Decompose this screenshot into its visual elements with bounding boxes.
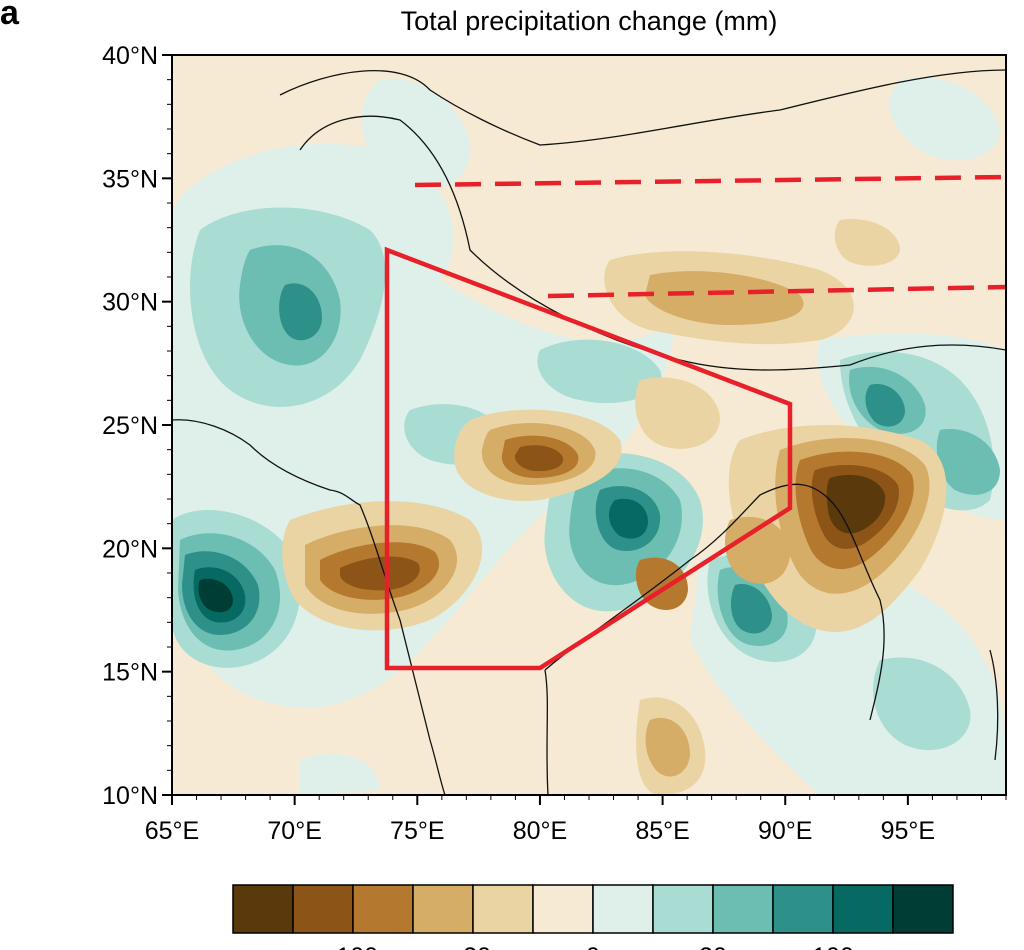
field-patch <box>608 498 648 539</box>
field-patch <box>725 516 790 584</box>
lat-tick-label: 30°N <box>102 289 158 317</box>
coastline-west <box>172 419 446 795</box>
field-patch <box>873 657 971 751</box>
coastlines <box>172 69 1006 795</box>
colorbar-swatch <box>772 884 834 934</box>
field-patch <box>936 429 1000 495</box>
field-patch <box>889 77 1000 161</box>
border-tibet <box>279 69 1006 146</box>
colorbar-swatch <box>352 884 414 934</box>
field-patch <box>198 578 233 613</box>
lat-tick-label: 35°N <box>102 165 158 193</box>
colorbar-swatch <box>892 884 954 934</box>
colorbar-swatch <box>412 884 474 934</box>
colorbar-labels: -100 -30 0 30 100 <box>328 943 854 950</box>
colorbar-swatch <box>472 884 534 934</box>
lat-tick-label: 10°N <box>102 782 158 810</box>
border-north <box>299 115 851 371</box>
colorbar-label: 0 <box>586 943 600 950</box>
field-patch <box>730 584 772 634</box>
lon-tick-label: 90°E <box>758 817 812 845</box>
colorbar-label: 30 <box>699 943 727 950</box>
colorbar-swatch <box>232 884 294 934</box>
lon-tick-label: 80°E <box>513 817 567 845</box>
study-region-outline <box>384 246 793 671</box>
dashed-line-north <box>414 174 1007 188</box>
coast-sriLanka <box>989 649 999 761</box>
lon-tick-label: 95°E <box>881 817 935 845</box>
dashed-line-south <box>547 284 1007 299</box>
colorbar-label: -30 <box>455 943 491 950</box>
field-patch <box>826 474 886 534</box>
field-patch <box>340 556 420 591</box>
lon-tick-label: 85°E <box>635 817 689 845</box>
colorbar-swatch <box>652 884 714 934</box>
lon-tick-label: 65°E <box>145 817 199 845</box>
longitude-labels: 65°E 70°E 75°E 80°E 85°E 90°E 95°E <box>145 817 935 845</box>
panel-letter: a <box>0 0 19 32</box>
map-title: Total precipitation change (mm) <box>400 6 778 36</box>
precipitation-field <box>172 77 1006 795</box>
colorbar <box>232 884 954 934</box>
field-patch <box>645 271 804 325</box>
field-patch <box>514 445 564 472</box>
colorbar-swatch <box>832 884 894 934</box>
coastline-bay <box>544 483 885 721</box>
field-patch <box>635 377 720 449</box>
lat-tick-label: 25°N <box>102 412 158 440</box>
field-patch <box>300 754 380 795</box>
lat-tick-label: 20°N <box>102 535 158 563</box>
field-patch <box>865 384 905 427</box>
lat-tick-label: 40°N <box>102 42 158 70</box>
latitude-labels: 40°N 35°N 30°N 25°N 20°N 15°N 10°N <box>102 42 158 810</box>
colorbar-swatch <box>532 884 594 934</box>
colorbar-swatch <box>592 884 654 934</box>
coastline-east <box>544 669 549 795</box>
lon-tick-label: 75°E <box>390 817 444 845</box>
border-northeast <box>849 344 1006 366</box>
field-patch <box>834 219 900 266</box>
lon-tick-label: 70°E <box>267 817 321 845</box>
axis-ticks <box>162 54 1007 805</box>
field-patch <box>645 717 690 777</box>
lat-tick-label: 15°N <box>102 659 158 687</box>
colorbar-swatch <box>292 884 354 934</box>
colorbar-swatch <box>712 884 774 934</box>
colorbar-label: -100 <box>328 943 378 950</box>
field-patch <box>279 283 322 341</box>
field-patch <box>537 339 662 404</box>
colorbar-label: 100 <box>812 943 854 950</box>
